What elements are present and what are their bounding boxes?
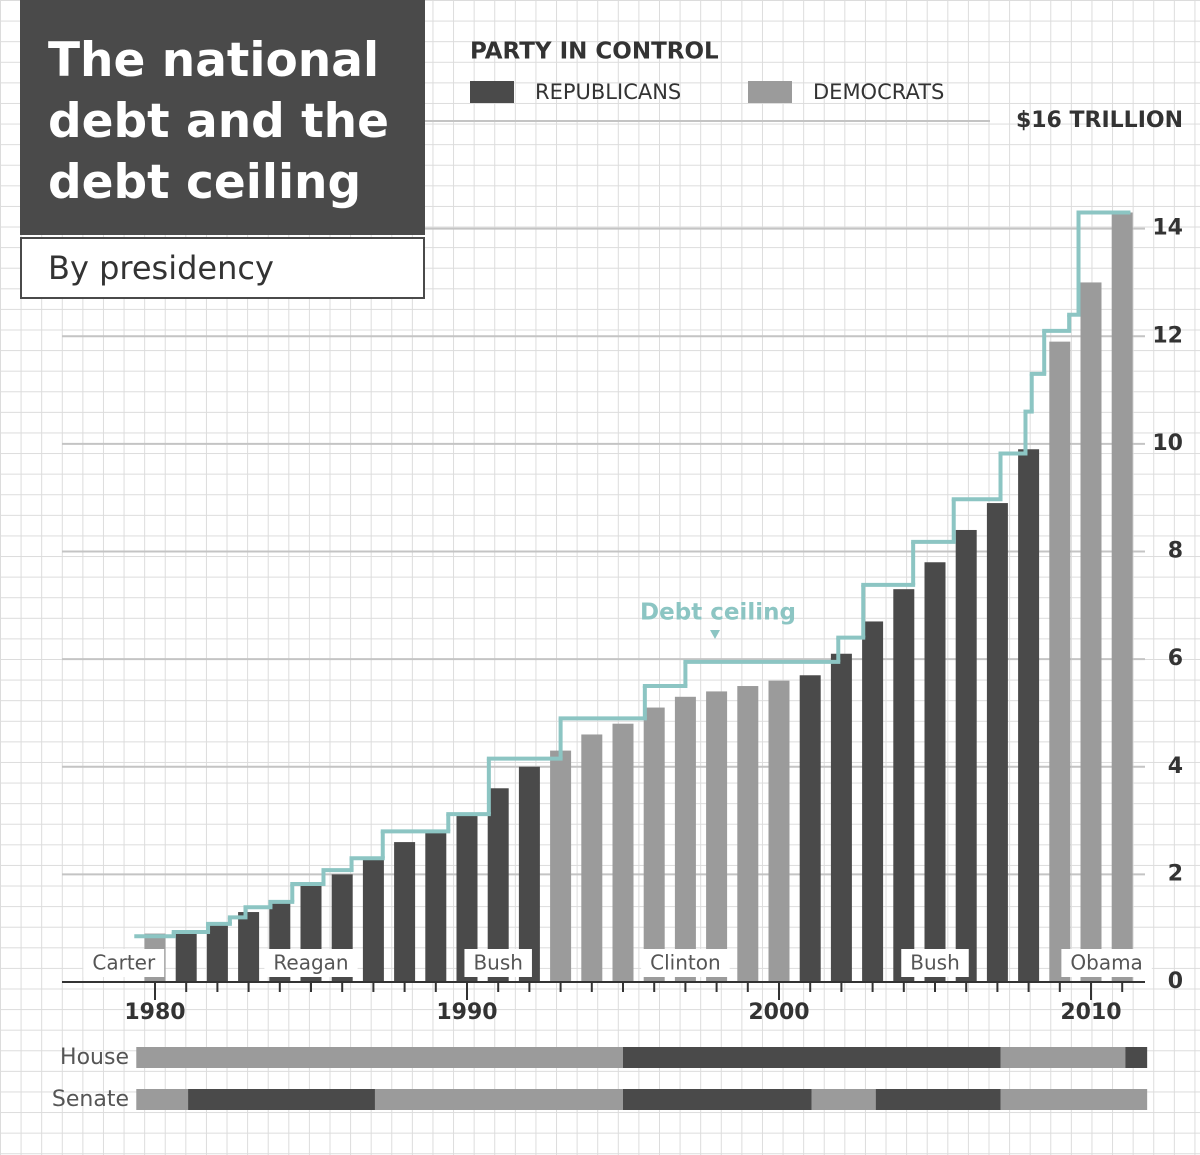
bar	[456, 815, 478, 982]
control-period	[1000, 1047, 1126, 1068]
bar	[955, 529, 977, 982]
control-period	[374, 1089, 623, 1110]
y-tick-label: 8	[1168, 539, 1183, 564]
y-tick-label: $16 TRILLION	[1016, 108, 1183, 133]
bar	[238, 912, 260, 982]
bar	[1080, 282, 1102, 982]
legend-title: PARTY IN CONTROL	[470, 39, 719, 65]
bar	[487, 788, 509, 982]
president-label: Reagan	[273, 951, 348, 975]
president-box	[464, 949, 532, 977]
bar	[394, 842, 416, 982]
bar	[1111, 212, 1133, 982]
bar	[425, 831, 447, 982]
annotation: Debt ceiling	[640, 600, 796, 626]
bar	[768, 680, 790, 982]
bar	[643, 707, 665, 982]
control-period	[1000, 1089, 1148, 1110]
president-box	[641, 949, 730, 977]
x-tick-label: 2000	[748, 1000, 809, 1025]
ceiling-end	[1126, 210, 1131, 215]
x-tick-label: 1990	[436, 1000, 497, 1025]
legend-swatch	[748, 81, 792, 103]
bar	[986, 503, 1008, 982]
legend-swatch	[470, 81, 514, 103]
control-period	[136, 1047, 623, 1068]
president-label: Clinton	[650, 951, 721, 975]
chamber-label: House	[60, 1045, 129, 1070]
bar	[581, 734, 603, 982]
y-tick-label: 2	[1168, 861, 1183, 886]
bar	[362, 858, 384, 982]
bar	[518, 766, 540, 982]
chamber-label: Senate	[52, 1087, 129, 1112]
bar	[674, 696, 696, 982]
bar	[830, 653, 852, 982]
bar	[206, 922, 228, 982]
president-label: Obama	[1070, 951, 1142, 975]
president-box	[264, 949, 358, 977]
bar	[1049, 341, 1071, 983]
bar	[1018, 449, 1040, 983]
legend-label: REPUBLICANS	[535, 80, 681, 104]
president-label: Bush	[910, 951, 960, 975]
bar	[799, 675, 821, 982]
bar	[862, 621, 884, 982]
chart-title: The national debt and the debt ceiling	[20, 0, 425, 235]
y-tick-label: 10	[1152, 431, 1183, 456]
control-period	[875, 1089, 1001, 1110]
chart-subtitle: By presidency	[20, 237, 425, 299]
x-tick-label: 2010	[1060, 1000, 1121, 1025]
x-tick-label: 1980	[124, 1000, 185, 1025]
y-tick-label: 4	[1168, 754, 1183, 779]
control-period	[623, 1047, 1001, 1068]
y-tick-label: 12	[1152, 323, 1183, 348]
control-period	[623, 1089, 812, 1110]
control-period	[811, 1089, 876, 1110]
president-box	[83, 949, 165, 977]
y-tick-label: 6	[1168, 646, 1183, 671]
control-period	[136, 1089, 189, 1110]
control-period	[188, 1089, 375, 1110]
president-label: Bush	[473, 951, 523, 975]
legend-label: DEMOCRATS	[813, 80, 944, 104]
y-tick-label: 14	[1152, 216, 1183, 241]
bar	[737, 686, 759, 982]
bar	[924, 562, 946, 982]
y-tick-label: 0	[1168, 969, 1183, 994]
control-period	[1125, 1047, 1148, 1068]
bar	[893, 589, 915, 982]
bar	[550, 750, 572, 982]
president-box	[1061, 949, 1152, 977]
annotation-pointer	[710, 630, 720, 639]
bar	[706, 691, 728, 982]
bar	[175, 930, 197, 982]
bar	[612, 723, 634, 982]
president-box	[901, 949, 969, 977]
president-label: Carter	[92, 951, 156, 975]
